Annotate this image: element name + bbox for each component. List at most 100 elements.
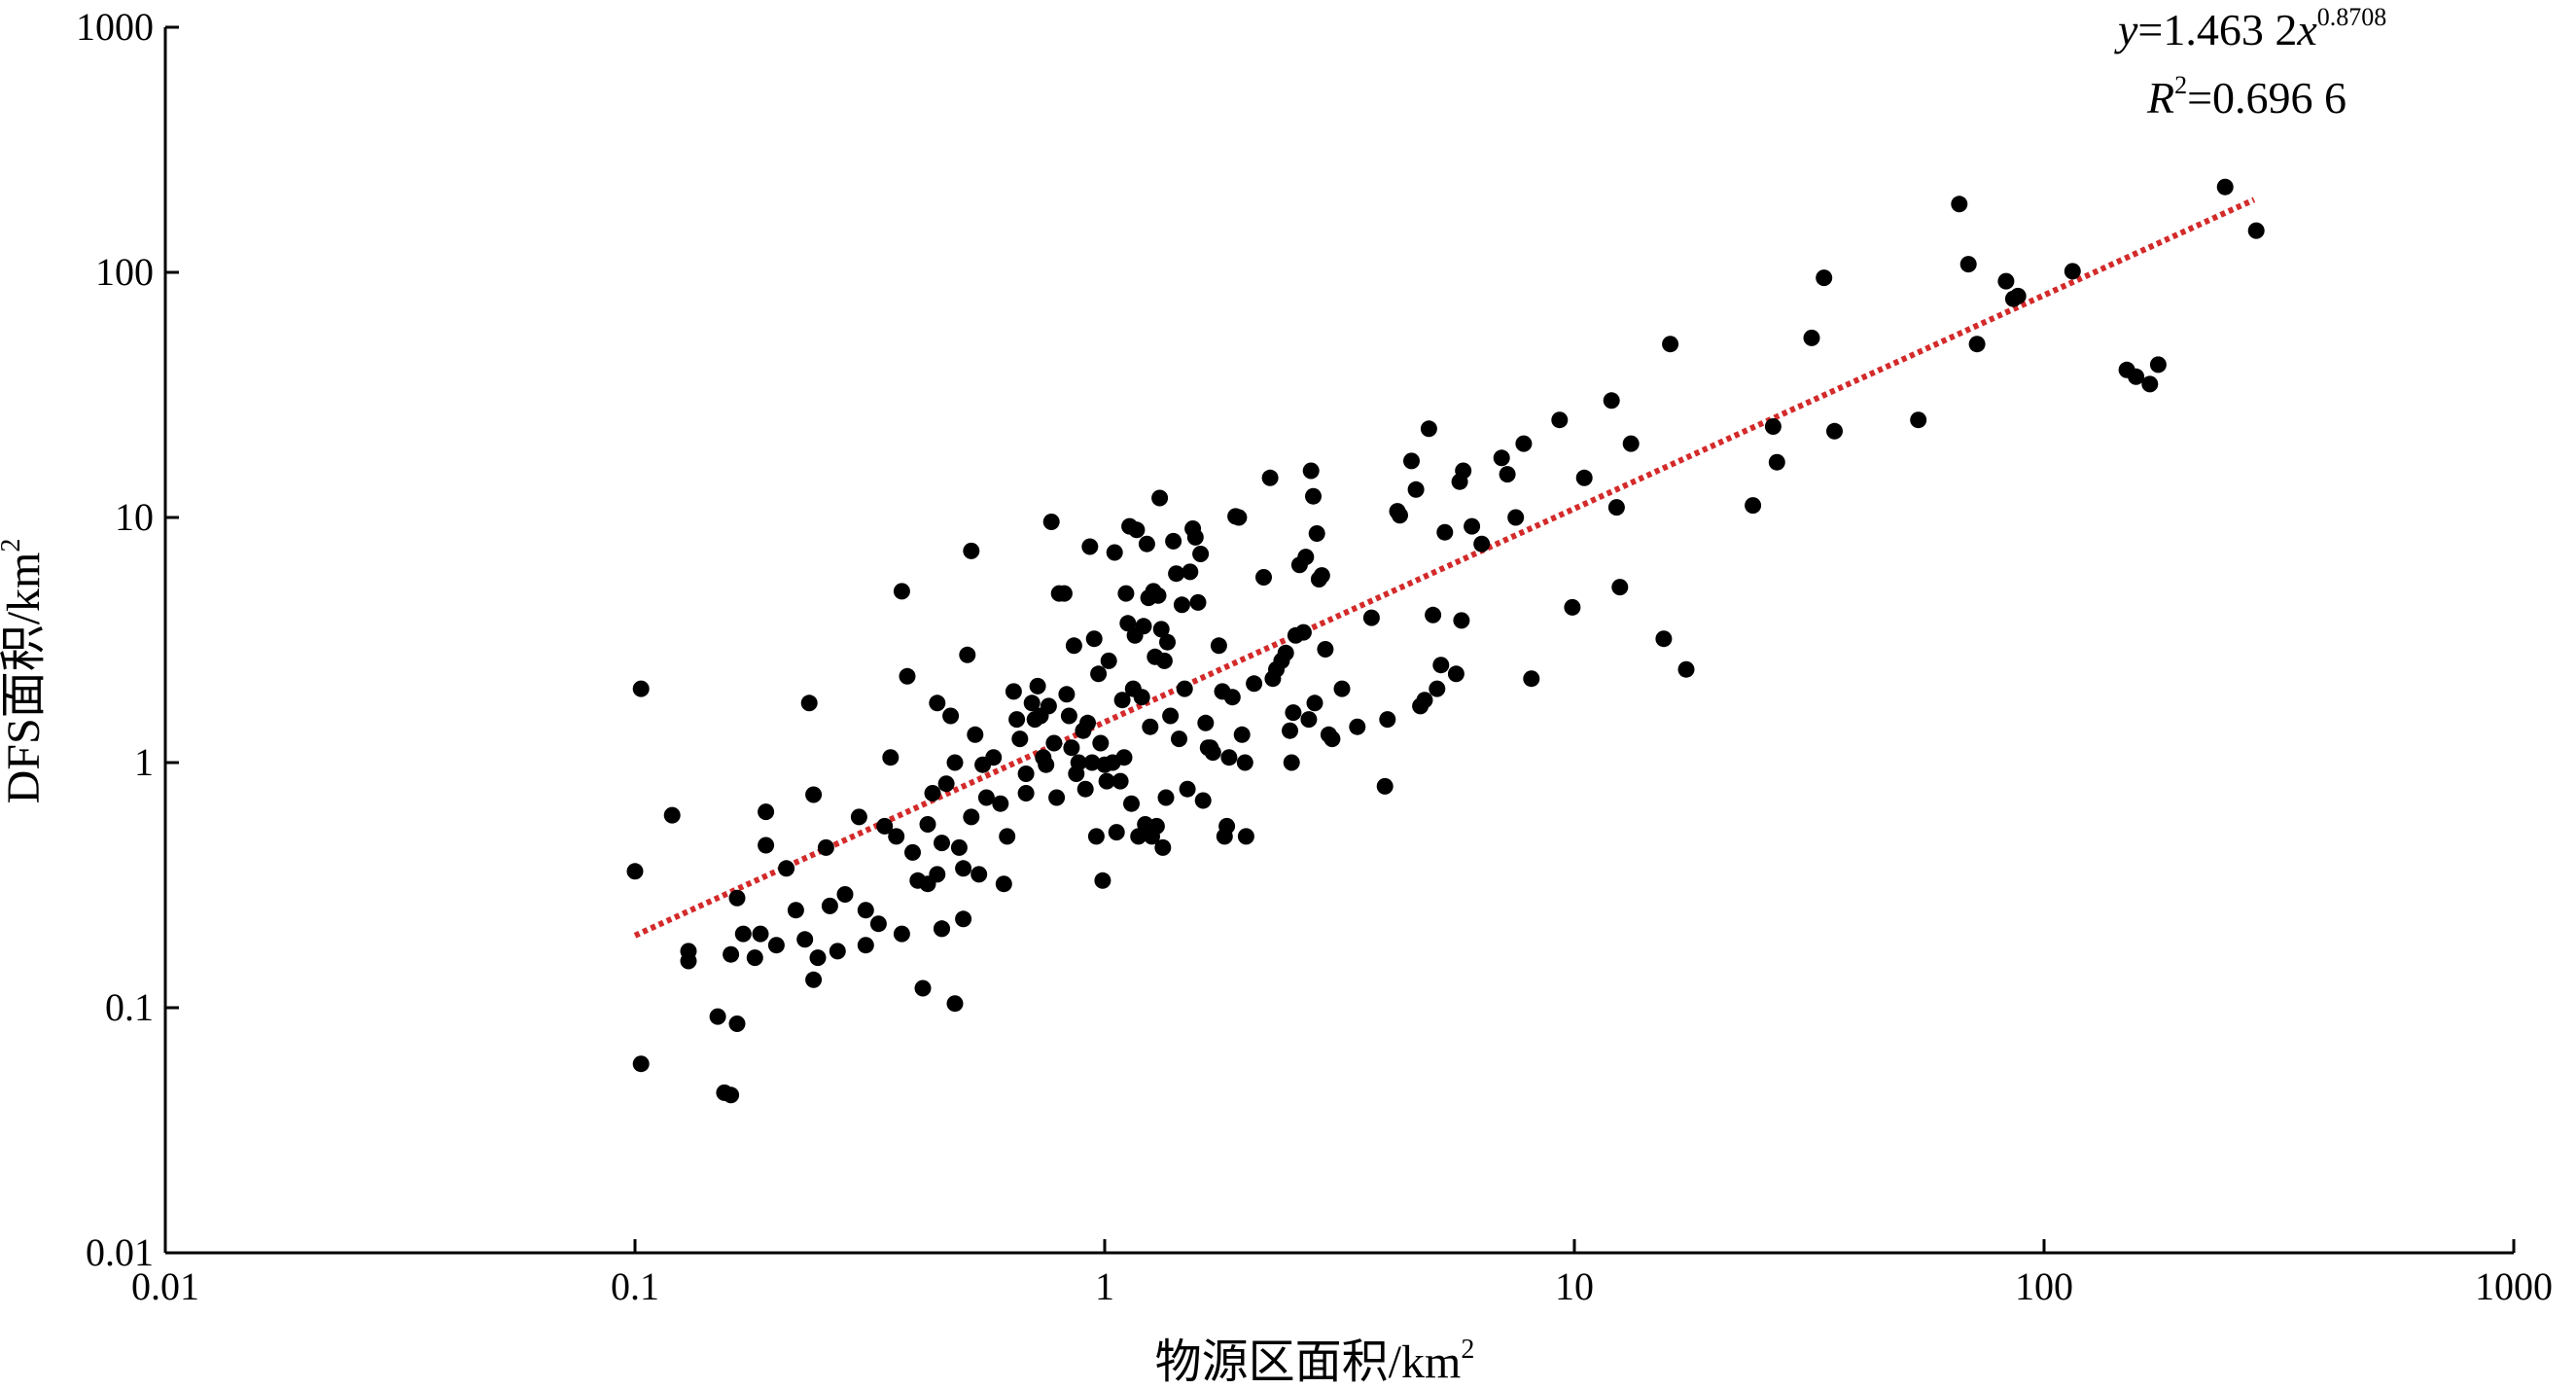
points-layer — [626, 178, 2265, 1104]
trendline — [633, 196, 2256, 939]
data-point — [1081, 538, 1099, 555]
data-point — [1186, 528, 1204, 546]
data-point — [959, 646, 976, 663]
data-point — [1432, 657, 1450, 674]
data-point — [942, 707, 960, 725]
data-point — [778, 860, 795, 877]
x-tick-label: 10 — [1555, 1264, 1594, 1308]
regression-equation: y=1.463 2x0.8708 — [2114, 3, 2386, 54]
data-point — [1420, 420, 1437, 438]
data-point — [758, 837, 775, 854]
data-point — [1123, 795, 1140, 812]
x-axis-title-sup: 2 — [1461, 1335, 1474, 1365]
data-point — [1079, 714, 1096, 731]
data-point — [1302, 462, 1320, 480]
x-tick-label: 100 — [2015, 1264, 2073, 1308]
data-point — [992, 795, 1009, 812]
x-tick-label: 1 — [1095, 1264, 1114, 1308]
data-point — [1282, 722, 1298, 739]
data-point — [1189, 593, 1207, 611]
data-point — [924, 785, 941, 801]
data-point — [1826, 422, 1843, 440]
data-point — [680, 952, 697, 970]
data-point — [1165, 532, 1182, 550]
data-point — [914, 979, 932, 997]
r-value: =0.696 6 — [2187, 73, 2347, 123]
data-point — [1910, 411, 1927, 429]
data-point — [2149, 356, 2167, 374]
data-point — [758, 803, 775, 821]
data-point — [632, 680, 650, 697]
data-point — [869, 915, 887, 933]
data-point — [1447, 665, 1464, 683]
data-point — [1152, 621, 1170, 638]
data-point — [1816, 269, 1833, 287]
data-point — [1151, 489, 1169, 507]
data-point — [1100, 652, 1117, 669]
data-point — [1283, 754, 1300, 771]
eq-coef: =1.463 2 — [2137, 5, 2297, 54]
data-point — [1112, 772, 1129, 790]
data-point — [1008, 711, 1026, 729]
data-point — [1092, 734, 1110, 752]
data-point — [728, 889, 746, 907]
data-point — [663, 806, 681, 824]
data-point — [950, 838, 968, 856]
data-point — [977, 789, 995, 806]
data-point — [1182, 563, 1199, 581]
data-point — [1085, 630, 1103, 648]
eq-exponent: 0.8708 — [2317, 3, 2387, 31]
data-point — [1060, 707, 1077, 725]
data-point — [746, 949, 763, 967]
data-point — [1959, 256, 1977, 273]
r-sup: 2 — [2174, 71, 2187, 99]
data-point — [1376, 777, 1394, 795]
data-point — [723, 1086, 740, 1104]
data-point — [1297, 549, 1315, 566]
data-point — [1194, 792, 1212, 809]
data-point — [899, 667, 916, 685]
data-point — [1237, 828, 1254, 845]
data-point — [1094, 872, 1112, 889]
data-point — [1261, 469, 1279, 486]
data-point — [1464, 517, 1481, 535]
data-point — [1065, 637, 1082, 655]
y-tick-label: 1 — [134, 740, 154, 784]
data-point — [805, 971, 823, 988]
data-point — [1255, 569, 1272, 586]
y-tick-label: 0.01 — [86, 1230, 154, 1274]
data-point — [728, 1015, 746, 1032]
data-point — [1155, 652, 1173, 669]
data-point — [1055, 585, 1073, 602]
data-point — [709, 1008, 726, 1025]
data-point — [1379, 711, 1396, 729]
data-point — [632, 1055, 650, 1073]
data-point — [888, 828, 905, 845]
data-point — [734, 925, 752, 943]
data-point — [850, 808, 867, 826]
data-point — [829, 943, 846, 960]
data-point — [1300, 711, 1318, 729]
data-point — [1507, 509, 1525, 526]
data-point — [1135, 618, 1152, 635]
data-point — [1677, 660, 1695, 678]
data-point — [1499, 466, 1516, 483]
data-point — [1277, 644, 1294, 661]
data-point — [1149, 587, 1167, 604]
data-point — [2009, 287, 2027, 304]
data-point — [1210, 637, 1227, 655]
data-point — [1308, 525, 1325, 542]
data-point — [882, 749, 900, 766]
trendline-layer — [633, 196, 2256, 939]
x-axis-title-text: 物源区面积/km — [1155, 1336, 1462, 1388]
data-point — [1622, 435, 1640, 452]
data-point — [999, 828, 1016, 845]
data-point — [1564, 598, 1581, 616]
data-point — [946, 754, 964, 771]
data-point — [893, 925, 910, 943]
data-point — [963, 542, 980, 559]
eq-lhs: y — [2114, 5, 2138, 54]
data-point — [2216, 178, 2234, 196]
data-point — [1392, 507, 1408, 524]
data-point — [1655, 630, 1673, 648]
